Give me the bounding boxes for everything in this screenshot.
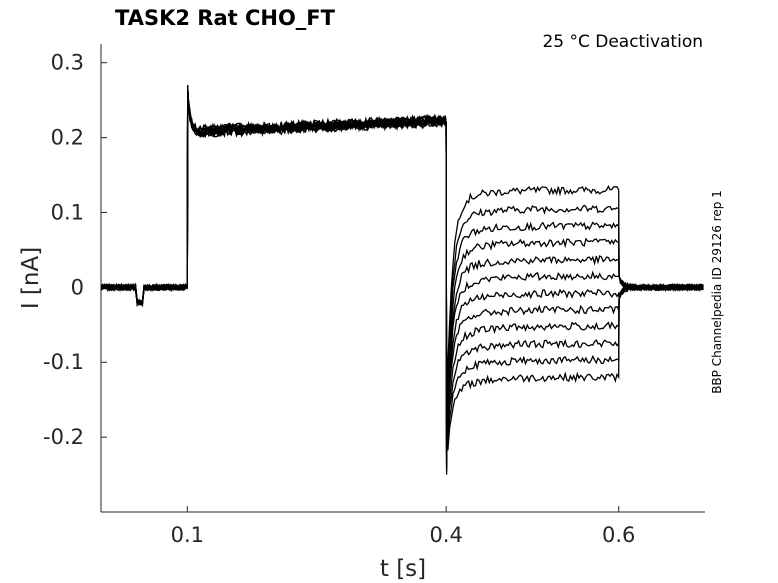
y-tick-label: 0.2 [51, 126, 84, 150]
traces [100, 85, 704, 475]
y-tick-label: -0.1 [43, 350, 84, 374]
current-trace [100, 85, 704, 451]
axes [100, 44, 705, 513]
ticks: 0.3 0.2 0.1 0 -0.1 -0.2 0.1 0.4 0.6 [43, 51, 635, 547]
chart-title: TASK2 Rat CHO_FT [115, 6, 336, 30]
recording-id-label: BBP Channelpedia ID 29126 rep 1 [710, 190, 724, 394]
current-trace [100, 85, 704, 456]
y-tick-label: 0.1 [51, 200, 84, 224]
current-trace [100, 85, 704, 441]
current-trace [100, 85, 704, 443]
current-trace [100, 85, 704, 453]
current-trace [100, 85, 704, 471]
current-trace [100, 85, 704, 449]
current-trace [100, 85, 704, 475]
x-tick-label: 0.6 [602, 523, 635, 547]
x-tick-label: 0.4 [429, 523, 462, 547]
y-axis-label: I [nA] [18, 247, 44, 309]
x-tick-label: 0.1 [171, 523, 204, 547]
current-trace [100, 85, 704, 445]
y-tick-label: -0.2 [43, 425, 84, 449]
current-trace [100, 85, 704, 460]
x-axis-label: t [s] [380, 556, 426, 582]
y-tick-label: 0 [71, 275, 84, 299]
y-tick-label: 0.3 [51, 51, 84, 75]
temperature-protocol-annotation: 25 °C Deactivation [542, 32, 703, 52]
